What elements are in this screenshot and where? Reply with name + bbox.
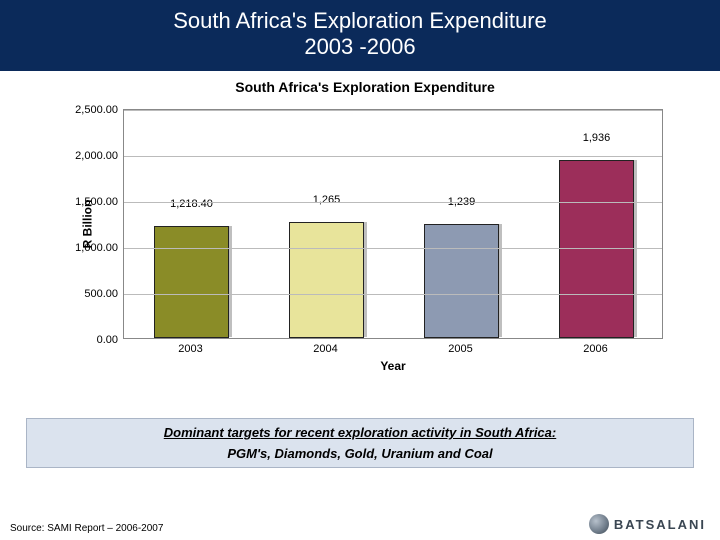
slide-title-bar: South Africa's Exploration Expenditure 2… [0,0,720,71]
x-tick-label: 2005 [448,343,472,355]
plot-area: 1,218.401,2651,2391,936 0.00500.001,000.… [123,109,663,339]
bar [289,222,363,338]
x-ticks: 2003 2004 2005 2006 [123,339,663,357]
y-tick-label: 1,000.00 [75,242,124,254]
bar [424,224,498,338]
bar-value-label: 1,218.40 [170,198,213,210]
callout-box: Dominant targets for recent exploration … [26,418,694,468]
chart-title: South Africa's Exploration Expenditure [55,79,675,95]
x-axis-label: Year [123,359,663,373]
grid-line [124,156,662,157]
y-tick-label: 2,000.00 [75,150,124,162]
slide-title-line1: South Africa's Exploration Expenditure [10,8,710,34]
grid-line [124,202,662,203]
x-tick-label: 2004 [313,343,337,355]
logo-text: BATSALANI [614,517,706,532]
logo-mark-icon [589,514,609,534]
y-tick-label: 500.00 [84,288,124,300]
y-tick-label: 0.00 [97,334,124,346]
source-text: Source: SAMI Report – 2006-2007 [10,523,163,534]
x-tick-label: 2006 [583,343,607,355]
chart-container: South Africa's Exploration Expenditure R… [55,75,675,405]
grid-line [124,248,662,249]
plot-wrap: R Billion 1,218.401,2651,2391,936 0.0050… [123,109,675,339]
callout-line1: Dominant targets for recent exploration … [35,425,685,440]
bars-layer: 1,218.401,2651,2391,936 [124,110,662,338]
y-tick-label: 2,500.00 [75,104,124,116]
logo: BATSALANI [589,514,706,534]
bar-value-label: 1,936 [583,132,611,144]
grid-line [124,294,662,295]
grid-line [124,110,662,111]
x-tick-label: 2003 [178,343,202,355]
callout-line2: PGM's, Diamonds, Gold, Uranium and Coal [35,446,685,461]
bar-value-label: 1,265 [313,194,341,206]
y-tick-label: 1,500.00 [75,196,124,208]
bar [154,226,228,338]
slide-title-line2: 2003 -2006 [10,34,710,60]
